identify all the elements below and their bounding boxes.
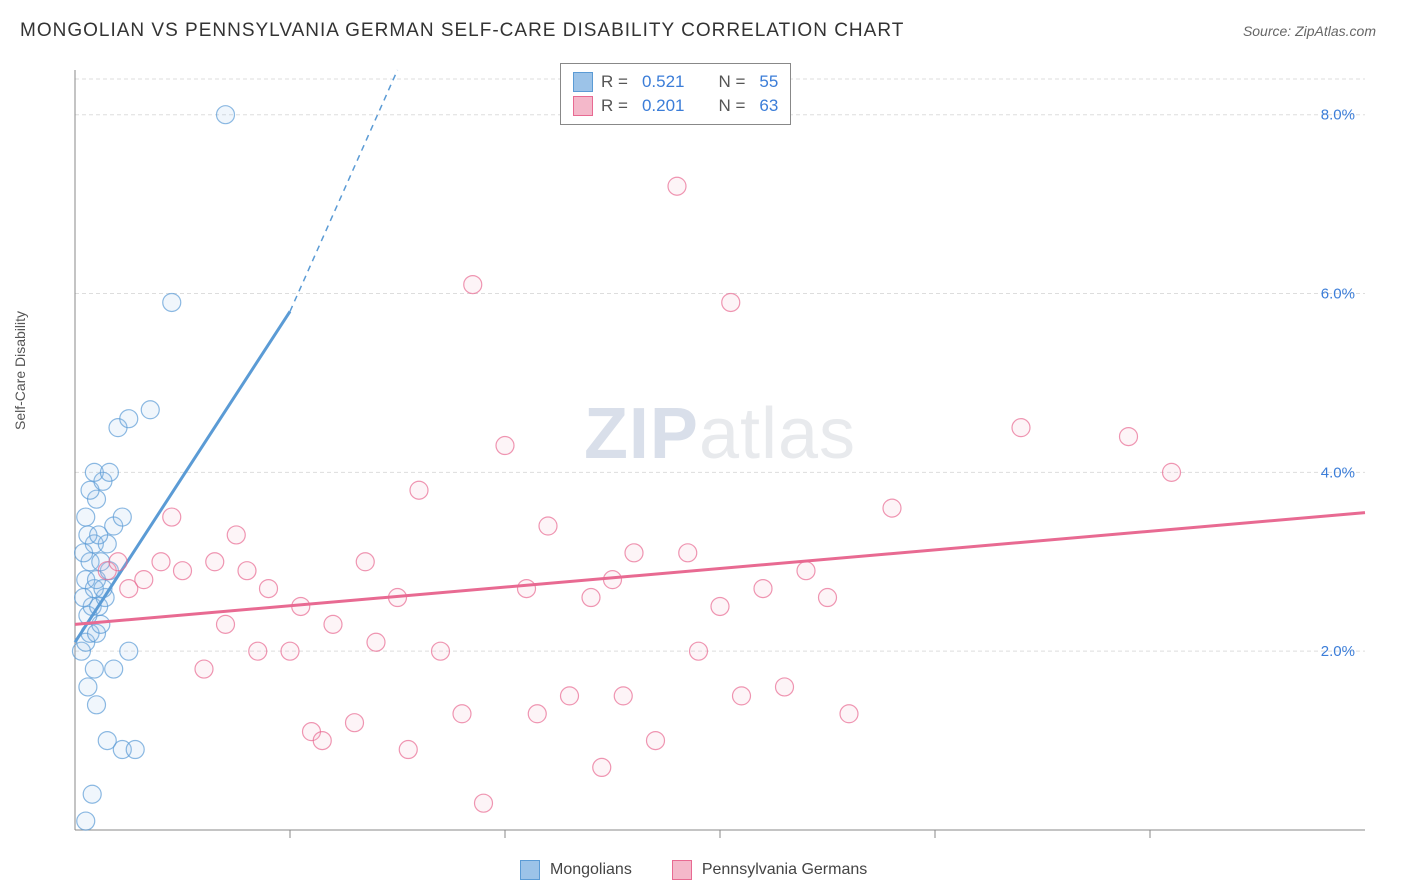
data-point — [668, 177, 686, 195]
data-point — [113, 508, 131, 526]
data-point — [711, 597, 729, 615]
data-point — [754, 580, 772, 598]
data-point — [313, 732, 331, 750]
data-point — [356, 553, 374, 571]
legend-item: Mongolians — [520, 860, 632, 880]
data-point — [163, 508, 181, 526]
legend-label: Mongolians — [550, 861, 632, 879]
legend-swatch — [520, 860, 540, 880]
svg-text:4.0%: 4.0% — [1321, 464, 1355, 481]
n-value: 55 — [759, 72, 778, 92]
data-point — [614, 687, 632, 705]
data-point — [77, 508, 95, 526]
data-point — [227, 526, 245, 544]
data-point — [105, 660, 123, 678]
data-point — [79, 678, 97, 696]
data-point — [647, 732, 665, 750]
legend-row: R = 0.521 N = 55 — [573, 70, 778, 94]
data-point — [722, 293, 740, 311]
source-label: Source: ZipAtlas.com — [1243, 23, 1376, 39]
n-label: N = — [718, 96, 745, 116]
data-point — [528, 705, 546, 723]
svg-text:6.0%: 6.0% — [1321, 286, 1355, 303]
data-point — [1120, 428, 1138, 446]
data-point — [126, 741, 144, 759]
data-point — [346, 714, 364, 732]
data-point — [464, 276, 482, 294]
data-point — [238, 562, 256, 580]
data-point — [518, 580, 536, 598]
data-point — [690, 642, 708, 660]
data-point — [367, 633, 385, 651]
data-point — [88, 696, 106, 714]
data-point — [475, 794, 493, 812]
data-point — [324, 615, 342, 633]
n-value: 63 — [759, 96, 778, 116]
data-point — [399, 741, 417, 759]
legend-row: R = 0.201 N = 63 — [573, 94, 778, 118]
data-point — [83, 785, 101, 803]
scatter-chart: 2.0%4.0%6.0%8.0%0.0%60.0% — [55, 60, 1385, 840]
data-point — [260, 580, 278, 598]
data-point — [625, 544, 643, 562]
chart-container: 2.0%4.0%6.0%8.0%0.0%60.0% ZIPatlas — [55, 60, 1385, 840]
data-point — [840, 705, 858, 723]
data-point — [109, 553, 127, 571]
data-point — [163, 293, 181, 311]
data-point — [593, 758, 611, 776]
data-point — [100, 463, 118, 481]
data-point — [679, 544, 697, 562]
r-label: R = — [601, 96, 628, 116]
legend-label: Pennsylvania Germans — [702, 861, 867, 879]
chart-title: MONGOLIAN VS PENNSYLVANIA GERMAN SELF-CA… — [20, 20, 904, 42]
data-point — [582, 589, 600, 607]
data-point — [496, 437, 514, 455]
data-point — [561, 687, 579, 705]
svg-text:2.0%: 2.0% — [1321, 643, 1355, 660]
stats-legend-box: R = 0.521 N = 55 R = 0.201 N = 63 — [560, 63, 791, 125]
data-point — [217, 106, 235, 124]
r-value: 0.201 — [642, 96, 685, 116]
data-point — [733, 687, 751, 705]
regression-line-dashed — [290, 70, 398, 311]
data-point — [174, 562, 192, 580]
data-point — [410, 481, 428, 499]
data-point — [249, 642, 267, 660]
series-legend: Mongolians Pennsylvania Germans — [520, 860, 867, 880]
data-point — [1163, 463, 1181, 481]
data-point — [217, 615, 235, 633]
data-point — [135, 571, 153, 589]
data-point — [152, 553, 170, 571]
r-value: 0.521 — [642, 72, 685, 92]
data-point — [141, 401, 159, 419]
y-axis-label: Self-Care Disability — [12, 311, 28, 430]
data-point — [195, 660, 213, 678]
legend-item: Pennsylvania Germans — [672, 860, 867, 880]
svg-text:8.0%: 8.0% — [1321, 107, 1355, 124]
data-point — [539, 517, 557, 535]
data-point — [819, 589, 837, 607]
data-point — [776, 678, 794, 696]
legend-swatch — [573, 72, 593, 92]
r-label: R = — [601, 72, 628, 92]
data-point — [1012, 419, 1030, 437]
data-point — [77, 812, 95, 830]
data-point — [85, 660, 103, 678]
data-point — [432, 642, 450, 660]
n-label: N = — [718, 72, 745, 92]
data-point — [797, 562, 815, 580]
data-point — [206, 553, 224, 571]
legend-swatch — [672, 860, 692, 880]
data-point — [120, 410, 138, 428]
data-point — [453, 705, 471, 723]
data-point — [883, 499, 901, 517]
data-point — [120, 642, 138, 660]
data-point — [281, 642, 299, 660]
legend-swatch — [573, 96, 593, 116]
